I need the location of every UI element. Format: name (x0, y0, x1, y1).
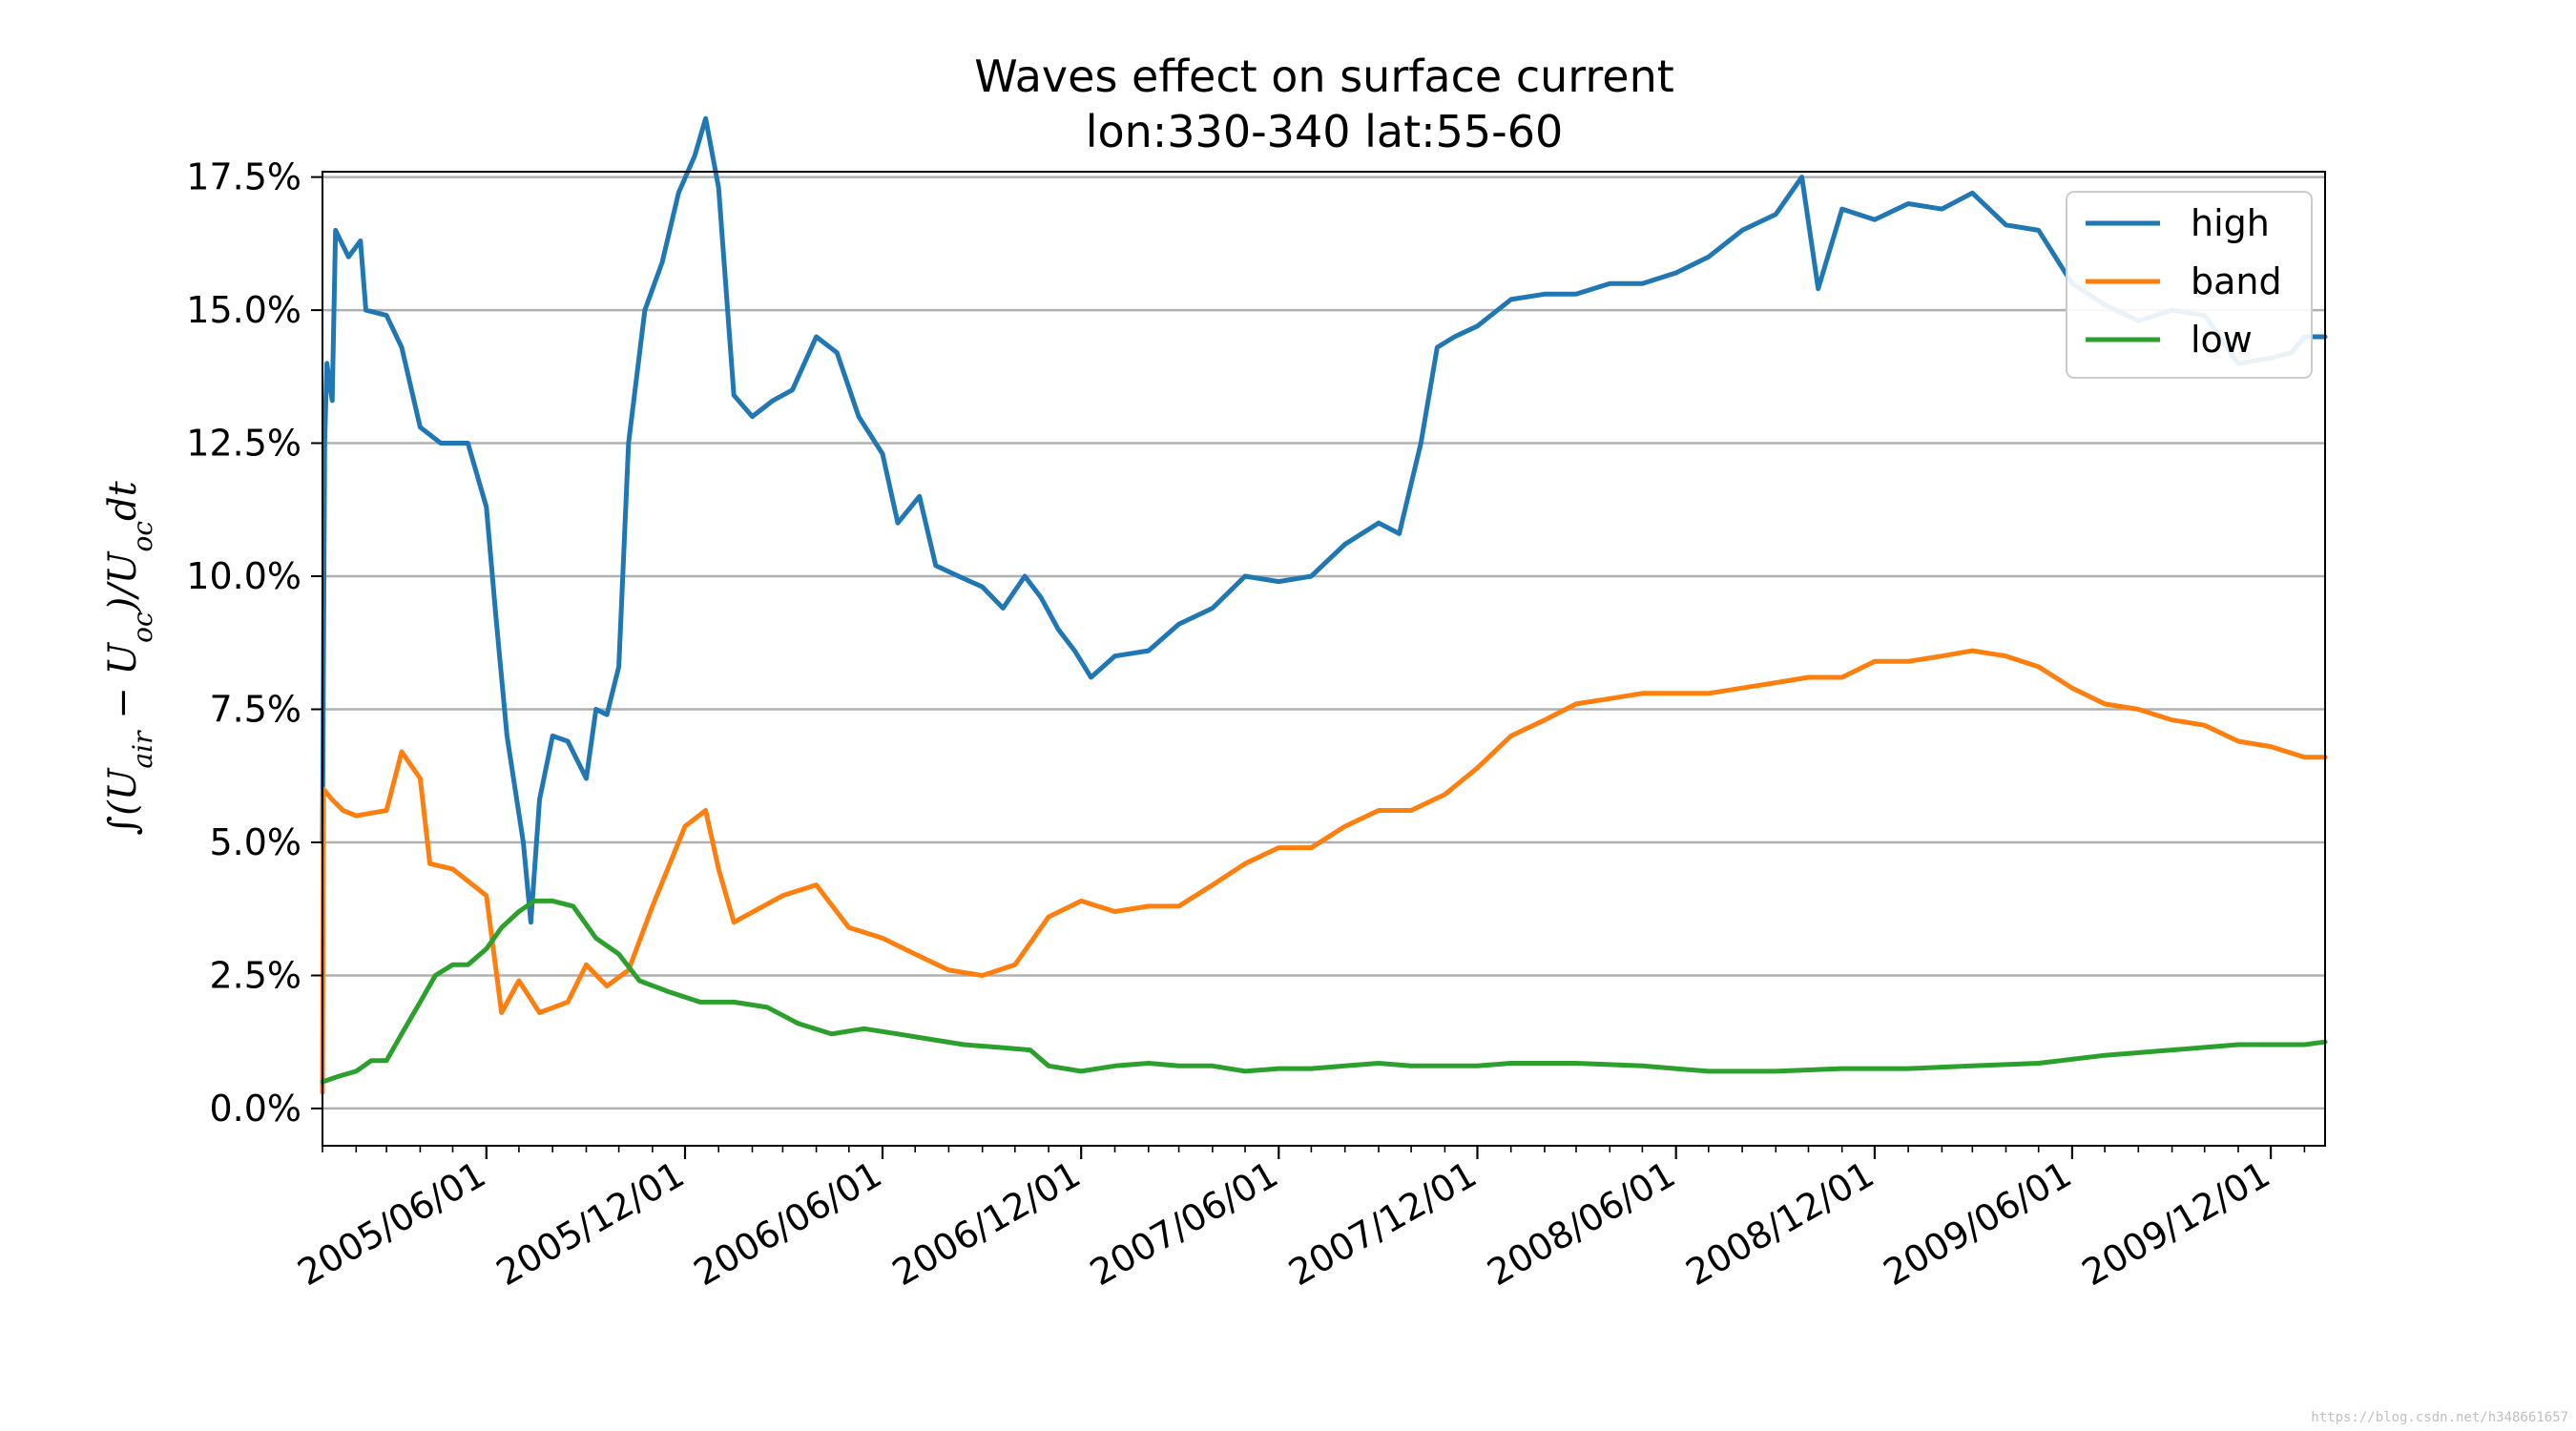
y-tick-label: 15.0% (186, 289, 301, 331)
x-tick-label: 2005/12/01 (489, 1153, 692, 1295)
y-tick-label: 0.0% (209, 1088, 301, 1130)
y-axis-label: ∫(Uair − Uoc)/Uocdt (101, 480, 158, 835)
chart-subtitle: lon:330-340 lat:55-60 (1086, 106, 1564, 157)
y-axis-label-sub2: oc (127, 612, 158, 643)
x-axis-ticks: 2005/06/012005/12/012006/06/012006/12/01… (291, 1146, 2306, 1295)
y-tick-label: 5.0% (209, 821, 301, 863)
x-tick-label: 2006/06/01 (687, 1153, 889, 1295)
y-axis-label-close: )/ (101, 581, 145, 613)
x-tick-label: 2008/12/01 (1679, 1153, 1881, 1295)
series-lines (320, 115, 2328, 1095)
x-tick-label: 2009/12/01 (2075, 1153, 2277, 1295)
plot-frame (322, 171, 2326, 1147)
y-tick-label: 2.5% (209, 955, 301, 997)
legend-label-low: low (2191, 319, 2253, 361)
legend-items: high band low (2086, 202, 2282, 361)
y-tick-label: 17.5% (186, 156, 301, 198)
y-tick-label: 10.0% (186, 555, 301, 597)
y-tick-label: 7.5% (209, 689, 301, 731)
y-axis-label-u1: U (101, 767, 145, 800)
legend-label-high: high (2191, 202, 2270, 244)
x-tick-label: 2008/06/01 (1481, 1153, 1683, 1295)
y-axis-label-sub1: air (127, 730, 158, 769)
x-tick-label: 2007/12/01 (1281, 1153, 1484, 1295)
y-axis-label-open: ∫( (101, 799, 145, 836)
legend: high band low (2066, 191, 2313, 379)
y-axis-label-minus: − (101, 675, 145, 732)
y-axis-label-u3: U (101, 550, 145, 584)
chart-title: Waves effect on surface current (974, 51, 1674, 102)
x-tick-label: 2007/06/01 (1083, 1153, 1285, 1295)
watermark: https://blog.csdn.net/h348661657 (2311, 1410, 2568, 1425)
x-tick-label: 2009/06/01 (1877, 1153, 2079, 1295)
y-axis-label-sub3: oc (127, 521, 158, 552)
y-axis-label-u2: U (101, 642, 145, 675)
y-axis-ticks: 0.0% 2.5% 5.0% 7.5% 10.0% 12.5% 15.0% 17.5% (186, 156, 322, 1130)
x-tick-label: 2006/12/01 (885, 1153, 1088, 1295)
legend-label-band: band (2191, 260, 2282, 302)
series-line-band (320, 648, 2328, 1095)
y-tick-label: 12.5% (186, 423, 301, 465)
legend-box (2066, 191, 2313, 379)
y-axis-label-dt: dt (101, 480, 145, 521)
x-tick-label: 2005/06/01 (291, 1153, 493, 1295)
series-line-high (320, 115, 2328, 925)
series-line-low (320, 898, 2328, 1085)
gridlines (322, 176, 2325, 1110)
